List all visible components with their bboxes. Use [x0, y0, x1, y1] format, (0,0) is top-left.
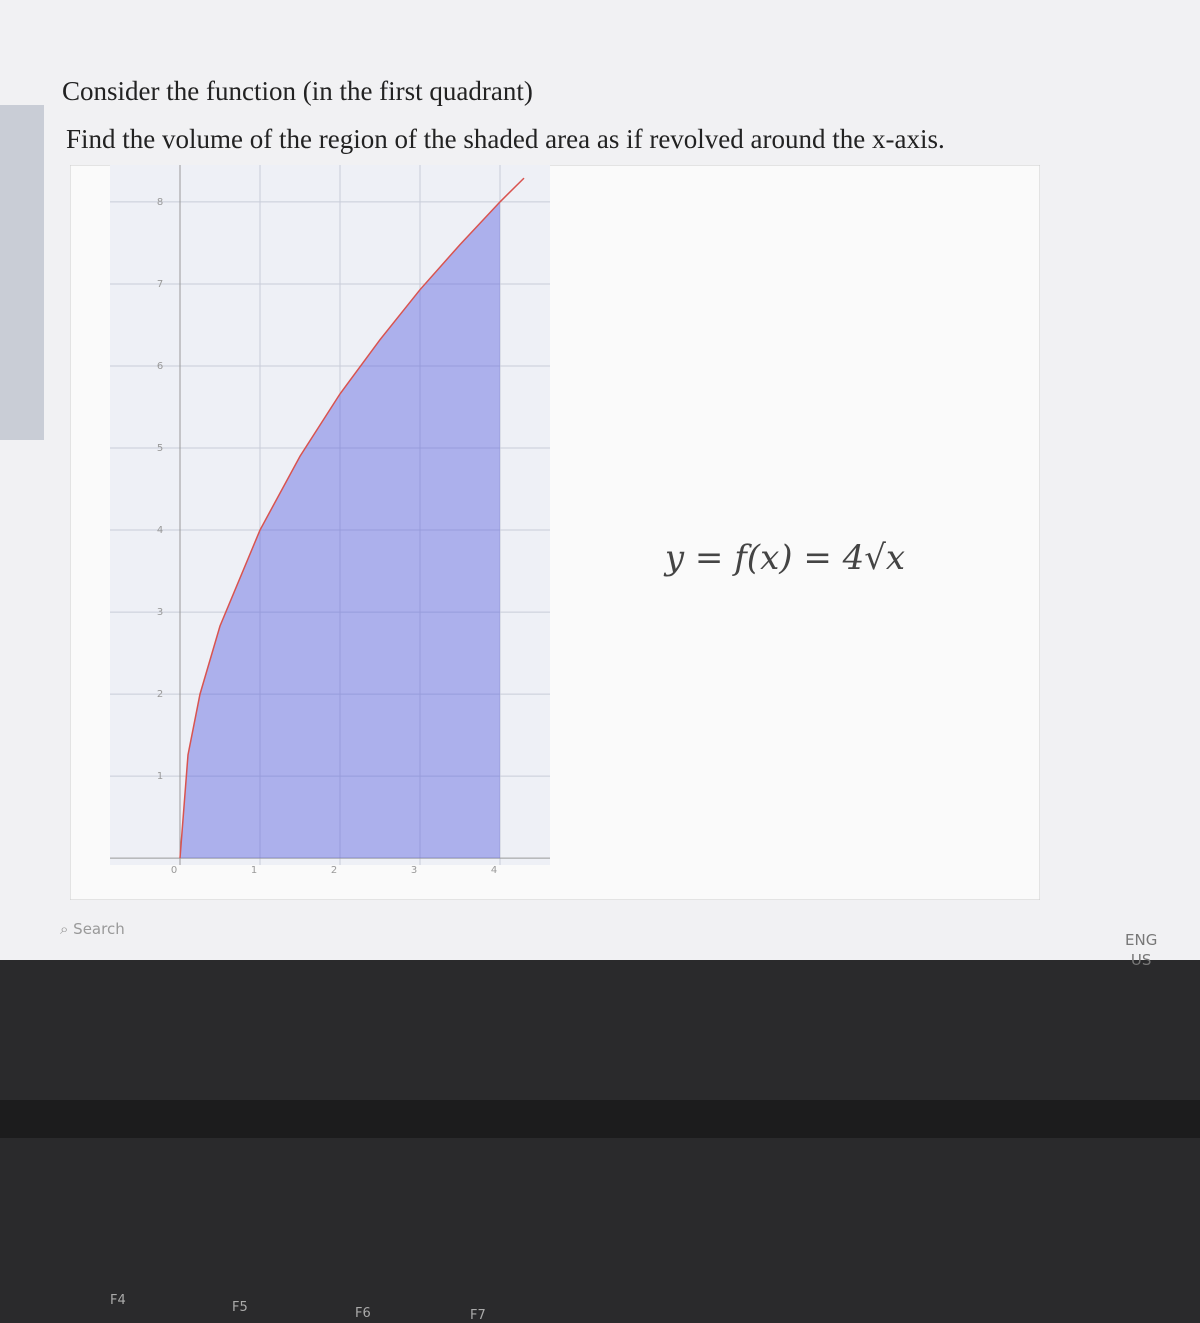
grid-area: [110, 165, 550, 865]
key[interactable]: F5: [232, 1300, 248, 1315]
x-tick-label: 3: [411, 865, 417, 876]
chart: 0 1 2 3 4 1 2 3 4 5 6 7 8 y = f(x) = 4√x: [70, 165, 1040, 900]
equation: y = f(x) = 4√x: [663, 538, 905, 578]
y-tick-label: 7: [157, 279, 163, 290]
key[interactable]: F6: [355, 1306, 371, 1321]
bezel: [0, 1100, 1200, 1138]
screen: Consider the function (in the first quad…: [0, 0, 1200, 969]
sidebar: [0, 105, 44, 440]
x-tick-label: 0: [171, 865, 177, 876]
search-label: Search: [73, 920, 125, 938]
x-tick-label: 1: [251, 865, 257, 876]
y-tick-label: 1: [157, 771, 163, 782]
curve: [179, 177, 525, 859]
shaded-region: [180, 201, 500, 859]
key[interactable]: F7: [470, 1308, 486, 1323]
region: US: [1130, 951, 1152, 969]
x-tick-label: 4: [491, 865, 497, 876]
question-line: Find the volume of the region of the sha…: [66, 124, 945, 154]
y-tick-label: 8: [157, 197, 163, 208]
question-line: Consider the function (in the first quad…: [62, 76, 533, 106]
language[interactable]: ENG US: [1125, 930, 1157, 970]
y-tick-label: 4: [157, 525, 163, 536]
key[interactable]: F4: [110, 1293, 126, 1308]
search-box[interactable]: ⌕ Search: [60, 920, 125, 938]
y-tick-label: 6: [157, 361, 163, 372]
y-tick-label: 2: [157, 689, 163, 700]
y-tick-label: 3: [157, 607, 163, 618]
y-tick-label: 5: [157, 443, 163, 454]
x-tick-label: 2: [331, 865, 337, 876]
lang: ENG: [1125, 931, 1158, 949]
